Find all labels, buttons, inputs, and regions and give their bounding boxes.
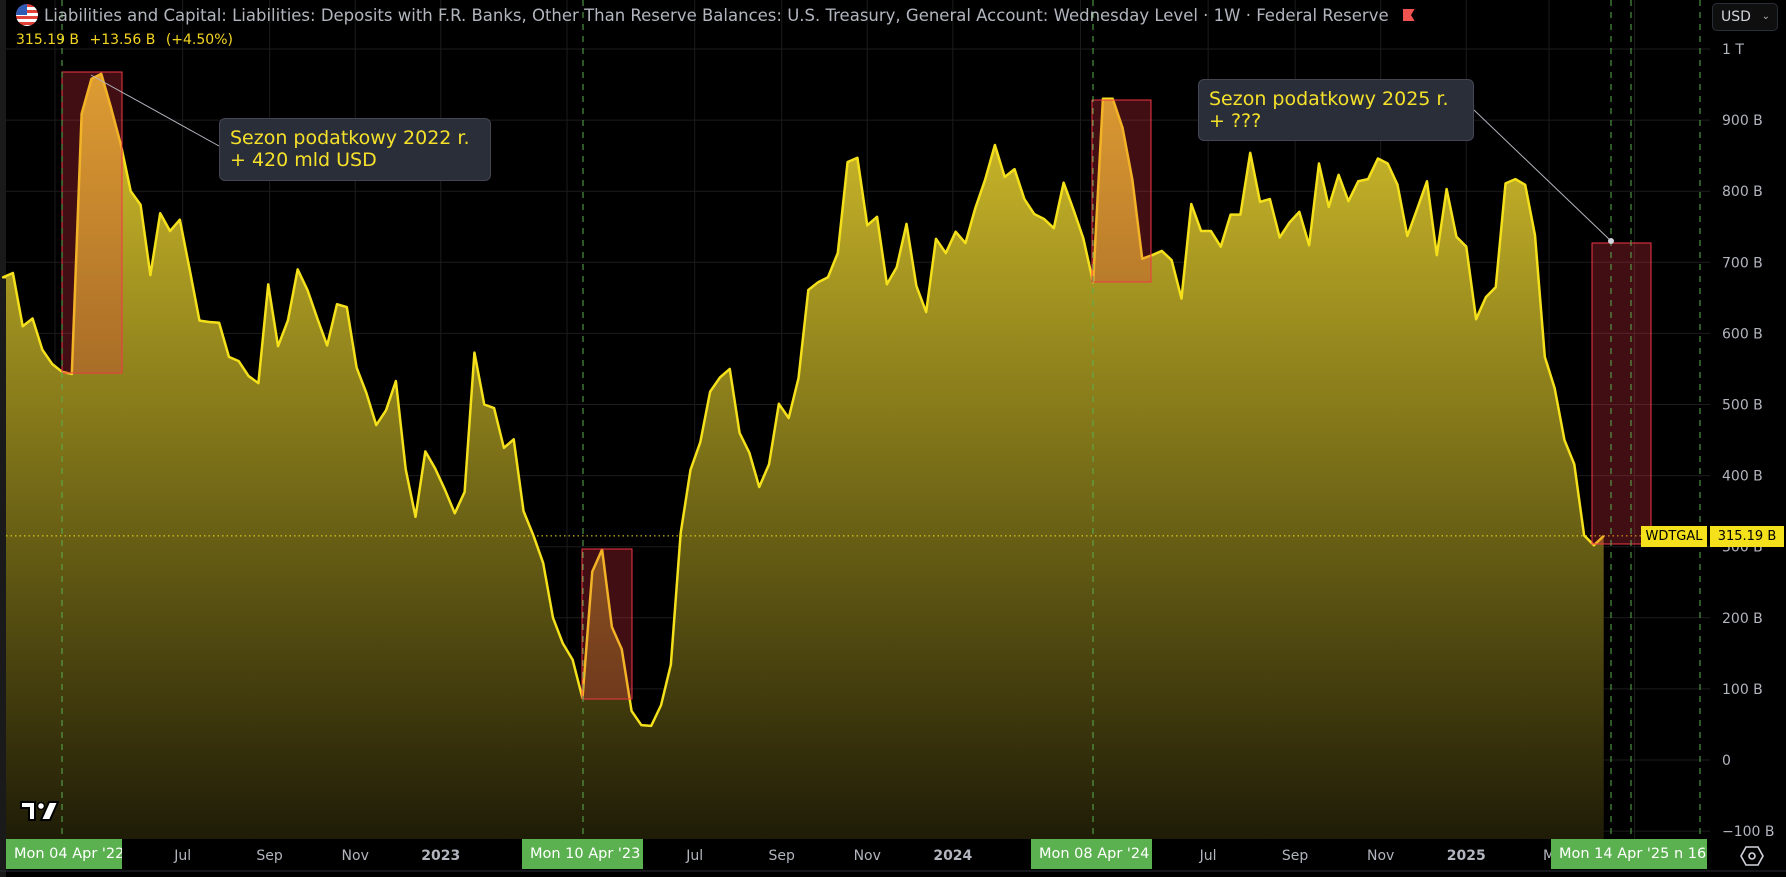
highlight-box-2023[interactable] — [581, 548, 633, 700]
y-tick-label: 700 B — [1722, 255, 1763, 271]
left-border — [0, 0, 6, 877]
callout-connector-2022 — [90, 74, 220, 147]
x-tick-label: Sep — [256, 848, 283, 864]
x-tick-label: Jul — [1199, 848, 1217, 864]
x-tick-label: Jul — [173, 848, 191, 864]
annotation-2025[interactable]: Sezon podatkowy 2025 r. + ??? — [1198, 79, 1474, 141]
highlight-boxes — [61, 71, 1652, 700]
change-value: +13.56 B — [89, 32, 156, 48]
y-tick-label: 100 B — [1722, 682, 1763, 698]
y-tick-label: 1 T — [1722, 42, 1744, 58]
highlight-box-2024[interactable] — [1091, 99, 1152, 283]
chevron-down-icon: ⌄ — [1761, 11, 1770, 22]
date-pill-2023: Mon 10 Apr '23 — [522, 839, 643, 869]
us-flag-icon — [16, 4, 38, 26]
annotation-2022-line2: + 420 mld USD — [230, 149, 377, 171]
y-tick-label: 600 B — [1722, 326, 1763, 342]
currency-label: USD — [1721, 9, 1751, 25]
date-pill-2022: Mon 04 Apr '22 — [6, 839, 122, 869]
legend-values: 315.19 B +13.56 B (+4.50%) — [16, 32, 239, 48]
date-markers — [61, 0, 1701, 839]
y-tick-label: 900 B — [1722, 113, 1763, 129]
x-tick-label: Nov — [854, 848, 881, 864]
y-tick-label: 800 B — [1722, 184, 1763, 200]
annotation-2025-line2: + ??? — [1209, 110, 1262, 132]
x-tick-label: Jul — [685, 848, 703, 864]
x-tick-label: 2024 — [933, 848, 972, 864]
x-tick-label: Sep — [1282, 848, 1309, 864]
y-tick-label: 0 — [1722, 753, 1731, 769]
currency-select[interactable]: USD ⌄ — [1712, 3, 1778, 31]
time-axis[interactable]: Jul Sep Nov 2023 Jul Sep Nov 2024 Jul Sep Nov 2025 M — [0, 848, 1786, 872]
red-flag-icon[interactable] — [1402, 9, 1415, 21]
change-percent: (+4.50%) — [165, 32, 233, 48]
highlight-box-2022[interactable] — [61, 71, 123, 374]
tradingview-logo-icon[interactable] — [20, 800, 60, 824]
annotation-2022[interactable]: Sezon podatkowy 2022 r. + 420 mld USD — [219, 118, 491, 181]
highlight-box-2025[interactable] — [1591, 242, 1652, 545]
series — [1, 72, 1641, 839]
date-pill-2025: Mon 14 Apr '25 n 16 J — [1551, 839, 1707, 869]
area-fill — [3, 73, 1604, 839]
date-pill-2024: Mon 08 Apr '24 — [1031, 839, 1152, 869]
annotation-2022-line1: Sezon podatkowy 2022 r. — [230, 127, 470, 149]
series-title: Liabilities and Capital: Liabilities: De… — [44, 5, 1389, 25]
x-tick-label: Sep — [768, 848, 795, 864]
settings-icon[interactable] — [1740, 844, 1764, 868]
last-price-tag: 315.19 B — [1710, 526, 1784, 547]
callout-connector-2025 — [1473, 109, 1612, 242]
x-tick-label: Nov — [1367, 848, 1394, 864]
y-tick-label: 500 B — [1722, 398, 1763, 414]
x-tick-label: 2025 — [1447, 848, 1486, 864]
last-value: 315.19 B — [16, 32, 80, 48]
y-tick-label: 400 B — [1722, 469, 1763, 485]
x-tick-label: 2023 — [421, 848, 460, 864]
y-tick-label: −100 B — [1722, 824, 1775, 840]
annotation-2025-line1: Sezon podatkowy 2025 r. — [1209, 88, 1449, 110]
symbol-tag: WDTGAL — [1641, 526, 1707, 547]
series-legend[interactable]: Liabilities and Capital: Liabilities: De… — [16, 4, 1415, 26]
price-axis-bg[interactable] — [1710, 34, 1786, 839]
callout-anchor-2025 — [1608, 238, 1614, 244]
x-tick-label: Nov — [342, 848, 369, 864]
series-line[interactable] — [1, 72, 1605, 728]
y-tick-label: 200 B — [1722, 611, 1763, 627]
